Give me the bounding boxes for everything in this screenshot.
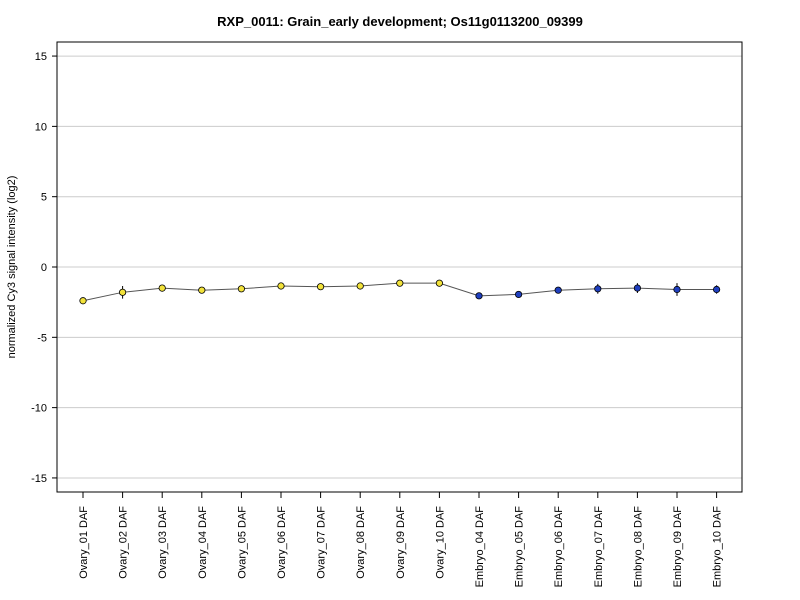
data-point	[633, 284, 642, 292]
data-point	[396, 279, 404, 287]
data-point	[514, 290, 523, 299]
x-tick-label: Embryo_06 DAF	[553, 506, 565, 588]
y-tick-label: -5	[37, 332, 47, 344]
y-tick-label: -15	[31, 473, 47, 485]
y-axis: 15 10 5 0 -5 -10 -15	[31, 51, 57, 485]
x-tick-label: Embryo_04 DAF	[474, 506, 486, 588]
x-tick-label: Ovary_06 DAF	[276, 506, 288, 579]
data-point	[119, 288, 127, 296]
y-tick-label: 10	[35, 121, 47, 133]
y-tick-label: 0	[41, 262, 47, 274]
data-point	[198, 286, 206, 294]
x-tick-label: Ovary_04 DAF	[197, 506, 209, 579]
x-tick-label: Embryo_08 DAF	[632, 506, 644, 588]
x-tick-label: Ovary_07 DAF	[316, 506, 328, 579]
y-tick-label: 5	[41, 192, 47, 204]
data-point	[594, 285, 602, 293]
x-tick-label: Embryo_07 DAF	[593, 506, 605, 588]
x-tick-label: Ovary_03 DAF	[157, 506, 169, 579]
data-point	[237, 285, 245, 293]
x-tick-label: Ovary_08 DAF	[355, 506, 367, 579]
x-axis: Ovary_01 DAF Ovary_02 DAF Ovary_03 DAF Ovar…	[78, 492, 724, 587]
x-tick-label: Embryo_10 DAF	[712, 506, 724, 588]
data-point	[356, 282, 364, 290]
y-tick-label: -10	[31, 403, 47, 415]
x-tick-label: Ovary_01 DAF	[78, 506, 90, 579]
x-tick-label: Embryo_05 DAF	[514, 506, 526, 588]
x-tick-label: Ovary_05 DAF	[236, 506, 248, 579]
data-point	[277, 282, 285, 290]
y-tick-label: 15	[35, 51, 47, 63]
data-point	[316, 283, 325, 291]
data-point	[475, 292, 483, 300]
data-point	[158, 284, 166, 292]
x-tick-label: Embryo_09 DAF	[672, 506, 684, 588]
data-point	[712, 285, 721, 294]
data-point	[435, 279, 443, 287]
grid-layer	[57, 55, 742, 479]
data-point	[79, 297, 87, 305]
data-point	[554, 286, 562, 294]
point-layer	[79, 279, 721, 305]
data-point	[673, 285, 681, 294]
x-tick-label: Ovary_02 DAF	[118, 506, 130, 579]
x-tick-label: Ovary_10 DAF	[434, 506, 446, 579]
chart-title: RXP_0011: Grain_early development; Os11g…	[217, 14, 583, 29]
x-tick-label: Ovary_09 DAF	[395, 506, 407, 579]
